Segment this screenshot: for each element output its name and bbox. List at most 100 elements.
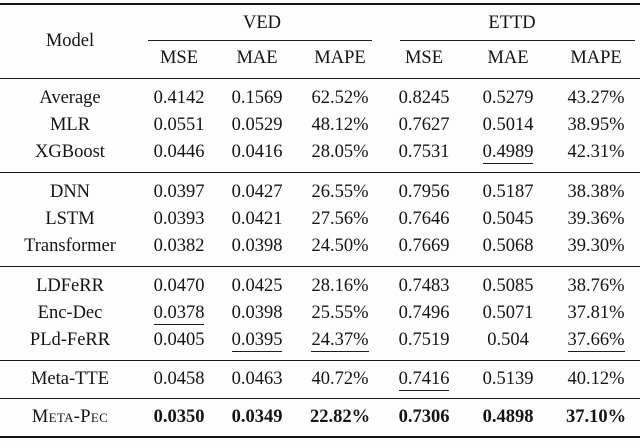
metric-value: 0.0395 — [218, 327, 296, 361]
metric-value: 39.30% — [567, 236, 625, 257]
metric-value: 38.38% — [567, 182, 625, 203]
metric-value: 0.0378 — [140, 300, 218, 327]
metric-value: 0.0421 — [231, 209, 283, 230]
underlined-value: 24.37% — [311, 330, 369, 353]
results-table: Model VED ETTD MSE MAE MAPE MSE MAE MAPE… — [0, 3, 640, 439]
table-section: LDFeRR 0.0470 0.0425 28.16% 0.7483 0.5085 38.7… — [0, 266, 640, 361]
group-header-row: Model VED ETTD — [0, 4, 640, 51]
metric-value: 0.7531 — [398, 142, 450, 163]
col-header-ved-mae: MAE — [236, 48, 278, 69]
metric-value: 0.4989 — [464, 139, 552, 173]
metric-value: 0.0397 — [153, 182, 205, 203]
metric-value: 0.7956 — [398, 182, 450, 203]
table-row: LDFeRR 0.0470 0.0425 28.16% 0.7483 0.5085 38.7… — [0, 267, 640, 301]
metric-value: 24.37% — [296, 327, 384, 361]
model-name: Meta-Pec — [31, 407, 109, 428]
model-name: MLR — [49, 115, 91, 136]
ved-cmidrule — [148, 40, 373, 42]
underlined-value: 0.4989 — [482, 142, 534, 165]
table-row: DNN 0.0397 0.0427 26.55% 0.7956 0.5187 38.38% — [0, 173, 640, 207]
metric-value: 0.5139 — [482, 369, 534, 390]
metric-value: 37.81% — [567, 303, 625, 324]
metric-value: 38.95% — [567, 115, 625, 136]
metric-value: 48.12% — [311, 115, 369, 136]
metric-value: 28.05% — [311, 142, 369, 163]
model-name: DNN — [49, 182, 91, 203]
table-section: Meta-Pec 0.0350 0.0349 22.82% 0.7306 0.4898 37… — [0, 398, 640, 438]
table-row: PLd-FeRR 0.0405 0.0395 24.37% 0.7519 0.504 37.… — [0, 327, 640, 361]
col-header-ettd-mae: MAE — [487, 48, 529, 69]
metric-value: 43.27% — [567, 88, 625, 109]
metric-value: 40.72% — [311, 369, 369, 390]
table-row: XGBoost 0.0446 0.0416 28.05% 0.7531 0.4989 42.… — [0, 139, 640, 173]
metric-value: 37.66% — [552, 327, 640, 361]
col-header-ved-mse: MSE — [159, 48, 199, 69]
metric-value: 0.4142 — [153, 88, 205, 109]
metric-value: 0.0446 — [153, 142, 205, 163]
table-row: Average 0.4142 0.1569 62.52% 0.8245 0.5279 43.… — [0, 79, 640, 113]
table-row: Meta-Pec 0.0350 0.0349 22.82% 0.7306 0.4898 37… — [0, 399, 640, 438]
metric-value: 0.5068 — [482, 236, 534, 257]
metric-value: 0.0458 — [153, 369, 205, 390]
metric-value: 27.56% — [311, 209, 369, 230]
model-name: Enc-Dec — [37, 303, 103, 324]
metric-value: 0.5071 — [482, 303, 534, 324]
col-header-ettd-mse: MSE — [404, 48, 444, 69]
ettd-group-label: ETTD — [488, 13, 536, 33]
metric-value: 0.0350 — [153, 407, 205, 428]
model-name: Average — [39, 88, 101, 109]
metric-value: 0.0393 — [153, 209, 205, 230]
model-name: Transformer — [24, 236, 116, 257]
metric-value: 0.7519 — [398, 330, 450, 351]
table-section: DNN 0.0397 0.0427 26.55% 0.7956 0.5187 38.38% L… — [0, 172, 640, 267]
metric-value: 38.76% — [567, 276, 625, 297]
metric-value: 0.0416 — [231, 142, 283, 163]
metric-value: 42.31% — [567, 142, 625, 163]
metric-value: 0.0382 — [153, 236, 205, 257]
metric-value: 0.5279 — [482, 88, 534, 109]
underlined-value: 37.66% — [567, 330, 625, 353]
model-name: PLd-FeRR — [29, 330, 111, 351]
table-section: Meta-TTE 0.0458 0.0463 40.72% 0.7416 0.5139 40… — [0, 360, 640, 399]
metric-value: 0.0405 — [153, 330, 205, 351]
underlined-value: 0.7416 — [398, 369, 450, 392]
metric-value: 0.0470 — [153, 276, 205, 297]
metric-value: 0.8245 — [398, 88, 450, 109]
metric-value: 0.5014 — [482, 115, 534, 136]
metric-value: 0.0529 — [231, 115, 283, 136]
col-header-ettd-mape: MAPE — [570, 48, 622, 69]
group-header-ved: VED — [140, 4, 384, 42]
underlined-value: 0.0395 — [231, 330, 283, 353]
metric-value: 0.0425 — [231, 276, 283, 297]
metric-value: 62.52% — [311, 88, 369, 109]
table-section: Average 0.4142 0.1569 62.52% 0.8245 0.5279 43.… — [0, 78, 640, 173]
metric-header-row: MSE MAE MAPE MSE MAE MAPE — [0, 41, 640, 79]
metric-value: 0.0349 — [231, 407, 283, 428]
metric-value: 28.16% — [311, 276, 369, 297]
metric-value: 0.4898 — [482, 407, 534, 428]
metric-value: 0.7646 — [398, 209, 450, 230]
table-row: Meta-TTE 0.0458 0.0463 40.72% 0.7416 0.5139 40… — [0, 361, 640, 399]
metric-value: 24.50% — [311, 236, 369, 257]
metric-value: 0.5085 — [482, 276, 534, 297]
model-name: LDFeRR — [36, 276, 104, 297]
metric-value: 0.5045 — [482, 209, 534, 230]
metric-value: 22.82% — [309, 407, 371, 428]
metric-value: 25.55% — [311, 303, 369, 324]
metric-value: 0.7306 — [398, 407, 450, 428]
metric-value: 0.0427 — [231, 182, 283, 203]
metric-value: 0.0463 — [231, 369, 283, 390]
metric-value: 0.0551 — [153, 115, 205, 136]
group-header-ettd: ETTD — [384, 4, 640, 42]
metric-value: 40.12% — [567, 369, 625, 390]
table-row: Transformer 0.0382 0.0398 24.50% 0.7669 0.506… — [0, 233, 640, 267]
table-row: Enc-Dec 0.0378 0.0398 25.55% 0.7496 0.5071 37.… — [0, 300, 640, 327]
metric-value: 39.36% — [567, 209, 625, 230]
table-row: LSTM 0.0393 0.0421 27.56% 0.7646 0.5045 39.36% — [0, 206, 640, 233]
metric-value: 0.7483 — [398, 276, 450, 297]
metric-value: 0.7669 — [398, 236, 450, 257]
ettd-cmidrule — [400, 40, 636, 42]
col-header-ved-mape: MAPE — [314, 48, 366, 69]
model-name: LSTM — [45, 209, 95, 230]
